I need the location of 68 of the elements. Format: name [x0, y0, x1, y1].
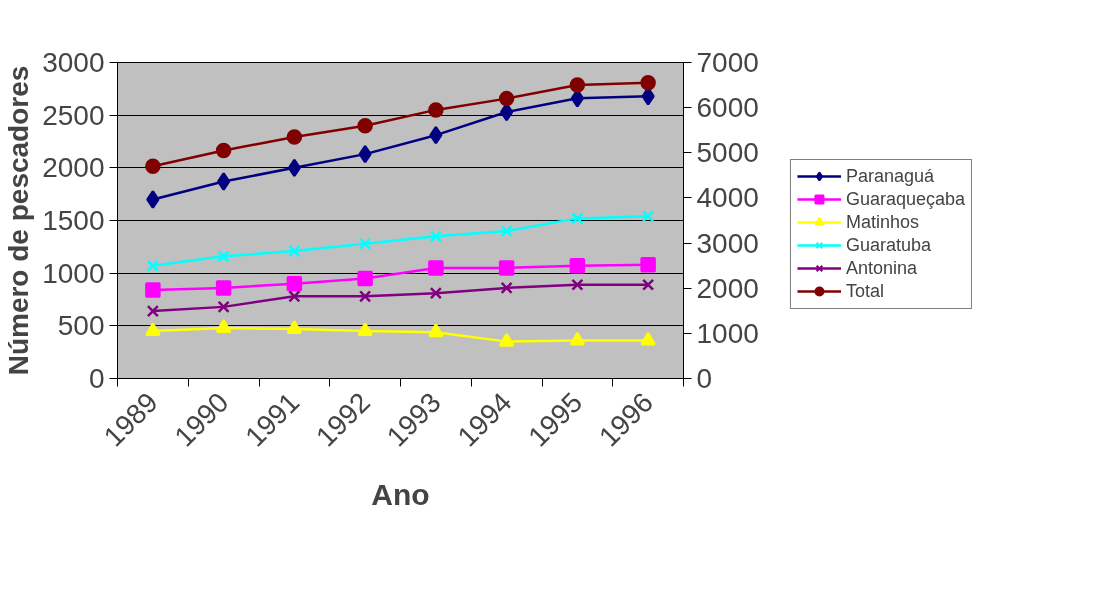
point — [641, 210, 655, 223]
legend-label: Matinhos — [845, 211, 919, 233]
point — [217, 300, 230, 314]
point — [357, 270, 373, 287]
point — [641, 278, 655, 291]
legend-label: Paranaguá — [845, 165, 935, 187]
point — [215, 319, 232, 333]
point — [569, 258, 586, 274]
point — [288, 290, 301, 303]
point — [217, 250, 230, 263]
point — [498, 90, 515, 107]
point — [571, 278, 584, 291]
point — [146, 190, 160, 209]
legend-label: Antonina — [845, 257, 918, 279]
point — [358, 144, 372, 164]
point — [286, 129, 303, 145]
point — [569, 331, 586, 346]
point — [500, 224, 513, 238]
y-tick-label: 500 — [57, 310, 105, 342]
point — [217, 172, 231, 191]
legend-label: Guaraqueçaba — [845, 188, 966, 210]
point — [500, 281, 513, 295]
point — [357, 117, 373, 134]
point — [286, 275, 303, 292]
y-tick-label: 1000 — [42, 257, 105, 289]
y-tick-label: 1500 — [42, 205, 105, 236]
y-tick-label: 2000 — [42, 152, 105, 184]
legend-label: Total — [845, 280, 884, 302]
y-axis-title: Número de pescadores — [3, 65, 35, 376]
y2-tick-label: 2000 — [696, 272, 759, 304]
point — [358, 290, 372, 303]
point — [498, 260, 515, 276]
y2-tick-label: 5000 — [696, 137, 759, 169]
y2-tick-label: 4000 — [696, 182, 759, 214]
point — [286, 320, 303, 334]
x-axis-title: Ano — [371, 477, 430, 511]
point — [429, 230, 443, 243]
y-tick-label: 2500 — [42, 99, 105, 131]
point — [428, 102, 444, 118]
point — [357, 322, 373, 337]
y2-tick-label: 7000 — [696, 47, 759, 78]
y2-tick-label: 0 — [696, 363, 713, 394]
y2-tick-label: 3000 — [696, 227, 759, 259]
point — [215, 142, 232, 159]
point — [287, 158, 301, 178]
point — [498, 332, 515, 347]
point — [428, 323, 444, 338]
point — [146, 304, 160, 318]
point — [640, 75, 656, 91]
point — [288, 244, 301, 258]
point — [358, 237, 372, 250]
legend-label: Guaratuba — [845, 234, 932, 256]
y2-tick-label: 6000 — [696, 92, 759, 124]
y-tick-label: 0 — [88, 363, 105, 394]
y2-tick-label: 1000 — [696, 317, 759, 349]
point — [146, 259, 160, 272]
point — [429, 125, 443, 145]
point — [145, 158, 161, 175]
point — [428, 260, 444, 276]
point — [640, 256, 656, 273]
point — [571, 212, 584, 225]
point — [215, 280, 232, 296]
point — [569, 77, 586, 93]
point — [145, 322, 161, 337]
point — [145, 282, 161, 298]
y-tick-label: 3000 — [42, 47, 105, 78]
point — [429, 286, 443, 300]
point — [640, 331, 656, 346]
